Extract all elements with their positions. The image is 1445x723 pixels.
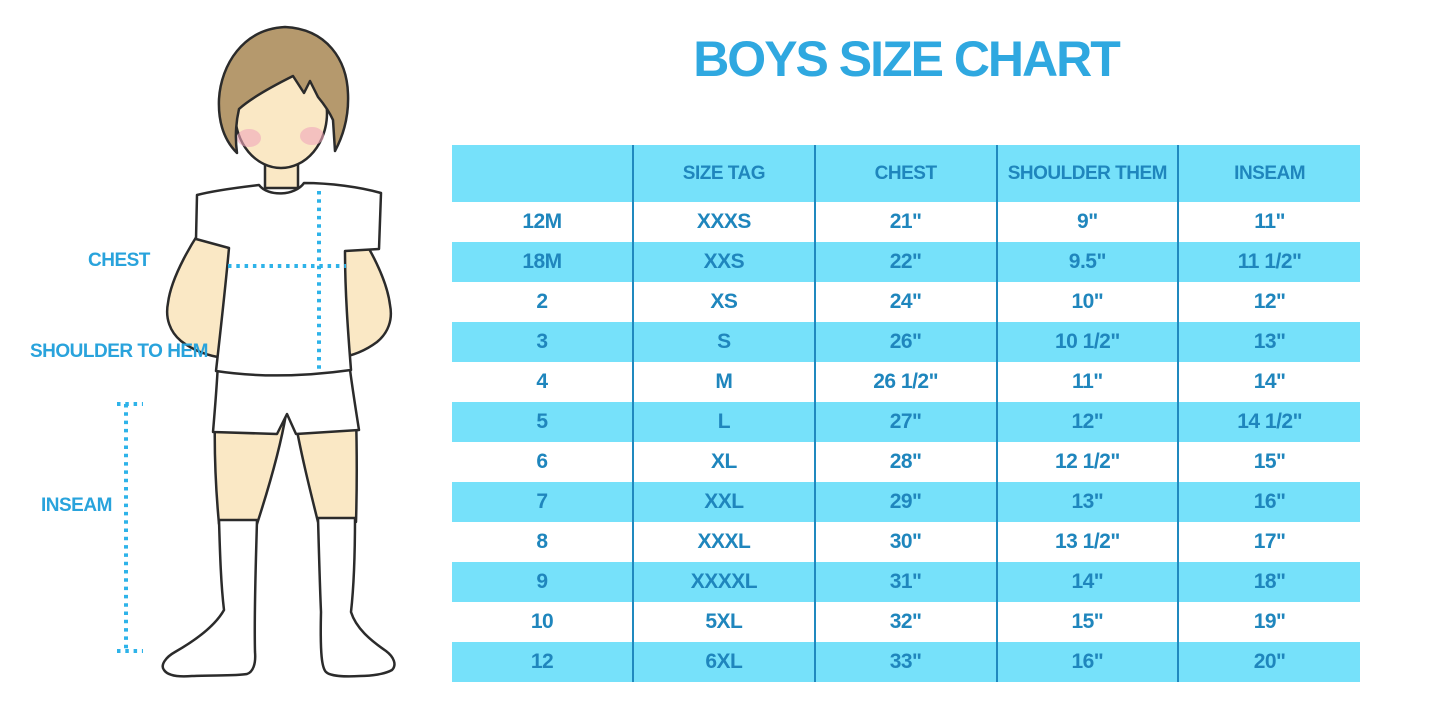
cell-size-tag: XXL [633,482,816,522]
cell-age: 12 [452,642,634,682]
cell-size-tag: XXXXL [633,562,816,602]
table-row: 8 XXXL 30" 13 1/2" 17" [452,522,1360,562]
cell-size-tag: XS [633,282,816,322]
cell-chest: 31" [814,562,998,602]
cell-shoulder-them: 9" [996,202,1180,242]
cell-size-tag: XL [633,442,816,482]
cell-size-tag: 5XL [633,602,816,642]
header-cell-age [452,145,634,202]
cell-chest: 28" [814,442,998,482]
table-row: 7 XXL 29" 13" 16" [452,482,1360,522]
cell-size-tag: L [633,402,816,442]
cell-size-tag: 6XL [633,642,816,682]
cell-chest: 29" [814,482,998,522]
shoulder-to-hem-label: SHOULDER TO HEM [30,341,208,362]
cell-chest: 27" [814,402,998,442]
header-cell-shoulder-them: SHOULDER THEM [996,145,1180,202]
table-row: 2 XS 24" 10" 12" [452,282,1360,322]
table-row: 12 6XL 33" 16" 20" [452,642,1360,682]
cell-inseam: 19" [1178,602,1360,642]
table-row: 6 XL 28" 12 1/2" 15" [452,442,1360,482]
cell-age: 18M [452,242,634,282]
cell-chest: 26" [814,322,998,362]
cell-shoulder-them: 13 1/2" [996,522,1180,562]
boy-hair [217,25,350,155]
cell-age: 3 [452,322,634,362]
cell-age: 12M [452,202,634,242]
cell-shoulder-them: 10" [996,282,1180,322]
cell-inseam: 14" [1178,362,1360,402]
table-row: 4 M 26 1/2" 11" 14" [452,362,1360,402]
cell-inseam: 17" [1178,522,1360,562]
cell-inseam: 11" [1178,202,1360,242]
cell-age: 6 [452,442,634,482]
table-row: 9 XXXXL 31" 14" 18" [452,562,1360,602]
page-title: BOYS SIZE CHART [693,31,1121,87]
cell-shoulder-them: 13" [996,482,1180,522]
table-row: 12M XXXS 21" 9" 11" [452,202,1360,242]
cell-inseam: 11 1/2" [1178,242,1360,282]
table-row: 10 5XL 32" 15" 19" [452,602,1360,642]
table-row: 5 L 27" 12" 14 1/2" [452,402,1360,442]
boy-shorts [211,360,361,436]
cell-inseam: 18" [1178,562,1360,602]
cell-age: 10 [452,602,634,642]
cell-inseam: 14 1/2" [1178,402,1360,442]
cell-shoulder-them: 11" [996,362,1180,402]
cell-chest: 30" [814,522,998,562]
cell-inseam: 12" [1178,282,1360,322]
cell-age: 5 [452,402,634,442]
cell-size-tag: S [633,322,816,362]
cell-size-tag: M [633,362,816,402]
cell-inseam: 15" [1178,442,1360,482]
cell-inseam: 13" [1178,322,1360,362]
header-row: SIZE TAG CHEST SHOULDER THEM INSEAM [452,145,1360,202]
header-cell-chest: CHEST [814,145,998,202]
boy-left-cheek-blush [237,129,261,147]
cell-chest: 33" [814,642,998,682]
boy-left-sock [161,518,259,678]
cell-shoulder-them: 12" [996,402,1180,442]
cell-shoulder-them: 16" [996,642,1180,682]
header-cell-size-tag: SIZE TAG [633,145,816,202]
size-table-header: SIZE TAG CHEST SHOULDER THEM INSEAM [452,145,1360,202]
cell-chest: 24" [814,282,998,322]
table-row: 18M XXS 22" 9.5" 11 1/2" [452,242,1360,282]
boy-right-sock [316,516,396,678]
cell-age: 7 [452,482,634,522]
cell-size-tag: XXS [633,242,816,282]
boy-right-cheek-blush [300,127,324,145]
cell-age: 8 [452,522,634,562]
size-table: SIZE TAG CHEST SHOULDER THEM INSEAM 12M … [452,145,1360,682]
chest-label: CHEST [88,250,150,271]
cell-age: 9 [452,562,634,602]
cell-inseam: 16" [1178,482,1360,522]
cell-size-tag: XXXS [633,202,816,242]
cell-size-tag: XXXL [633,522,816,562]
inseam-label: INSEAM [41,495,112,516]
cell-age: 4 [452,362,634,402]
cell-chest: 22" [814,242,998,282]
boy-tshirt [194,181,383,377]
cell-age: 2 [452,282,634,322]
cell-shoulder-them: 12 1/2" [996,442,1180,482]
cell-shoulder-them: 10 1/2" [996,322,1180,362]
cell-chest: 26 1/2" [814,362,998,402]
cell-chest: 21" [814,202,998,242]
header-cell-inseam: INSEAM [1178,145,1360,202]
cell-inseam: 20" [1178,642,1360,682]
cell-shoulder-them: 14" [996,562,1180,602]
boy-figure: CHEST SHOULDER TO HEM INSEAM [0,0,460,723]
boy-illustration [117,25,396,678]
table-row: 3 S 26" 10 1/2" 13" [452,322,1360,362]
cell-chest: 32" [814,602,998,642]
cell-shoulder-them: 15" [996,602,1180,642]
size-table-body: 12M XXXS 21" 9" 11" 18M XXS 22" 9.5" 11 … [452,202,1360,682]
cell-shoulder-them: 9.5" [996,242,1180,282]
